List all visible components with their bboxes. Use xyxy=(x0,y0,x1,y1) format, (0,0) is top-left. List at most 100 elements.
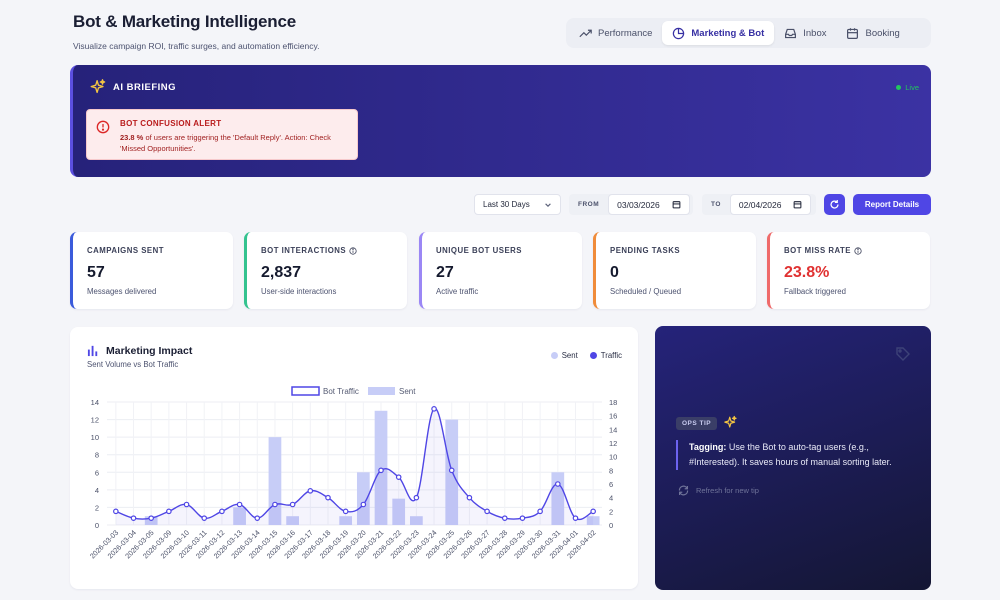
refresh-tip-button[interactable]: Refresh for new tip xyxy=(677,484,759,497)
tag-icon xyxy=(896,347,910,361)
kpi-card-unique-bot-users: UNIQUE BOT USERS 27 Active traffic xyxy=(419,232,582,309)
y-left-tick-label: 8 xyxy=(95,451,99,460)
y-left-tick-label: 12 xyxy=(91,416,99,425)
kpi-label-text: CAMPAIGNS SENT xyxy=(87,246,165,255)
from-date-group: FROM 03/03/2026 xyxy=(569,194,693,215)
y-right-tick-label: 18 xyxy=(609,398,617,407)
kpi-subtitle: User-side interactions xyxy=(261,287,337,296)
y-right-tick-label: 10 xyxy=(609,453,617,462)
traffic-point xyxy=(484,508,490,515)
info-icon[interactable] xyxy=(349,246,357,255)
to-date-input[interactable]: 02/04/2026 xyxy=(729,194,812,215)
from-date-value: 03/03/2026 xyxy=(617,199,660,210)
traffic-point xyxy=(166,508,172,515)
calendar-icon xyxy=(847,27,859,39)
legend-label-sent: Sent xyxy=(399,387,416,396)
tab-booking[interactable]: Booking xyxy=(836,21,909,45)
y-right-tick-label: 0 xyxy=(609,521,613,530)
traffic-point xyxy=(413,494,420,501)
refresh-tip-label: Refresh for new tip xyxy=(696,486,759,495)
y-right-tick-label: 16 xyxy=(609,412,617,421)
y-right-tick-label: 12 xyxy=(609,439,617,448)
traffic-point xyxy=(342,508,349,515)
traffic-point xyxy=(254,515,261,521)
tip-body: Use the Bot to auto-tag users (e.g., #In… xyxy=(689,442,892,467)
view-tabs: Performance Marketing & Bot Inbox Bookin… xyxy=(566,18,931,48)
bar-chart-icon xyxy=(87,345,98,357)
trend-icon xyxy=(579,29,592,37)
y-right-tick-label: 6 xyxy=(609,480,613,489)
traffic-point xyxy=(289,501,296,508)
marketing-impact-chart: Bot Traffic Sent 0 2 4 6 8 10 12 14 0 2 4 6 8 10 12 14 16 1… xyxy=(88,386,617,560)
traffic-point xyxy=(378,467,384,474)
page-subtitle: Visualize campaign ROI, traffic surges, … xyxy=(73,41,320,51)
kpi-value: 0 xyxy=(610,264,619,281)
chart-header-legend: Sent Traffic xyxy=(550,351,622,360)
kpi-label: BOT INTERACTIONS xyxy=(261,246,357,255)
traffic-point xyxy=(272,501,278,508)
traffic-point xyxy=(431,406,437,412)
calendar-icon xyxy=(794,201,802,209)
legend-traffic[interactable]: Traffic xyxy=(589,351,622,360)
from-date-input[interactable]: 03/03/2026 xyxy=(608,194,690,215)
sent-bar xyxy=(410,516,423,525)
legend-label-bot-traffic: Bot Traffic xyxy=(323,387,359,396)
page-title: Bot & Marketing Intelligence xyxy=(73,12,296,31)
legend-dot-traffic xyxy=(589,352,597,359)
traffic-point xyxy=(325,494,331,501)
traffic-point xyxy=(360,501,367,508)
y-right-tick-label: 8 xyxy=(609,466,613,475)
refresh-icon xyxy=(678,485,689,496)
tab-marketing-bot[interactable]: Marketing & Bot xyxy=(662,21,775,45)
info-icon[interactable] xyxy=(854,246,862,255)
tab-label: Inbox xyxy=(803,27,827,39)
tab-inbox[interactable]: Inbox xyxy=(774,21,836,45)
inbox-icon xyxy=(785,28,797,38)
y-left-tick-label: 0 xyxy=(95,521,99,530)
sent-bar xyxy=(586,516,600,525)
traffic-point xyxy=(448,467,455,474)
kpi-label: CAMPAIGNS SENT xyxy=(87,246,164,255)
calendar-icon xyxy=(672,201,681,209)
kpi-label-text: BOT INTERACTIONS xyxy=(261,246,347,255)
traffic-point xyxy=(113,508,119,515)
kpi-label: UNIQUE BOT USERS xyxy=(436,246,522,255)
pie-icon xyxy=(673,27,685,39)
sent-bar xyxy=(286,516,299,525)
legend-sent[interactable]: Sent xyxy=(550,351,578,360)
legend-sent-label: Sent xyxy=(561,351,578,360)
tab-performance[interactable]: Performance xyxy=(569,21,662,45)
traffic-line xyxy=(115,408,594,521)
traffic-point xyxy=(537,508,543,515)
refresh-icon xyxy=(830,200,839,209)
traffic-point xyxy=(148,515,154,521)
chevron-down-icon xyxy=(545,202,551,207)
traffic-point xyxy=(590,508,596,515)
sent-bar xyxy=(268,437,282,525)
from-label: FROM xyxy=(578,201,600,208)
chart-title: Marketing Impact xyxy=(106,345,193,357)
legend-dot-sent xyxy=(550,352,558,359)
kpi-subtitle: Scheduled / Queued xyxy=(610,287,682,296)
kpi-value: 23.8% xyxy=(784,264,830,281)
sparkle-icon xyxy=(724,415,737,428)
refresh-button[interactable] xyxy=(824,194,845,215)
y-left-tick-label: 6 xyxy=(95,468,99,477)
legend-traffic-label: Traffic xyxy=(600,351,622,360)
traffic-point xyxy=(572,515,579,521)
to-date-group: TO 02/04/2026 xyxy=(702,194,816,215)
kpi-value: 27 xyxy=(436,264,454,281)
report-details-button[interactable]: Report Details xyxy=(853,194,931,215)
y-left-tick-label: 14 xyxy=(91,398,99,407)
tab-label: Marketing & Bot xyxy=(691,27,765,39)
kpi-label: PENDING TASKS xyxy=(610,246,680,255)
range-value: Last 30 Days xyxy=(483,200,530,209)
kpi-card-campaigns-sent: CAMPAIGNS SENT 57 Messages delivered xyxy=(70,232,233,309)
kpi-label: BOT MISS RATE xyxy=(784,246,862,255)
marketing-impact-card: Marketing Impact Sent Volume vs Bot Traf… xyxy=(70,327,638,589)
kpi-subtitle: Fallback triggered xyxy=(784,287,846,296)
kpi-card-pending-tasks: PENDING TASKS 0 Scheduled / Queued xyxy=(593,232,756,309)
date-range-select[interactable]: Last 30 Days xyxy=(474,194,561,215)
kpi-value: 2,837 xyxy=(261,264,302,281)
traffic-point xyxy=(130,515,137,521)
